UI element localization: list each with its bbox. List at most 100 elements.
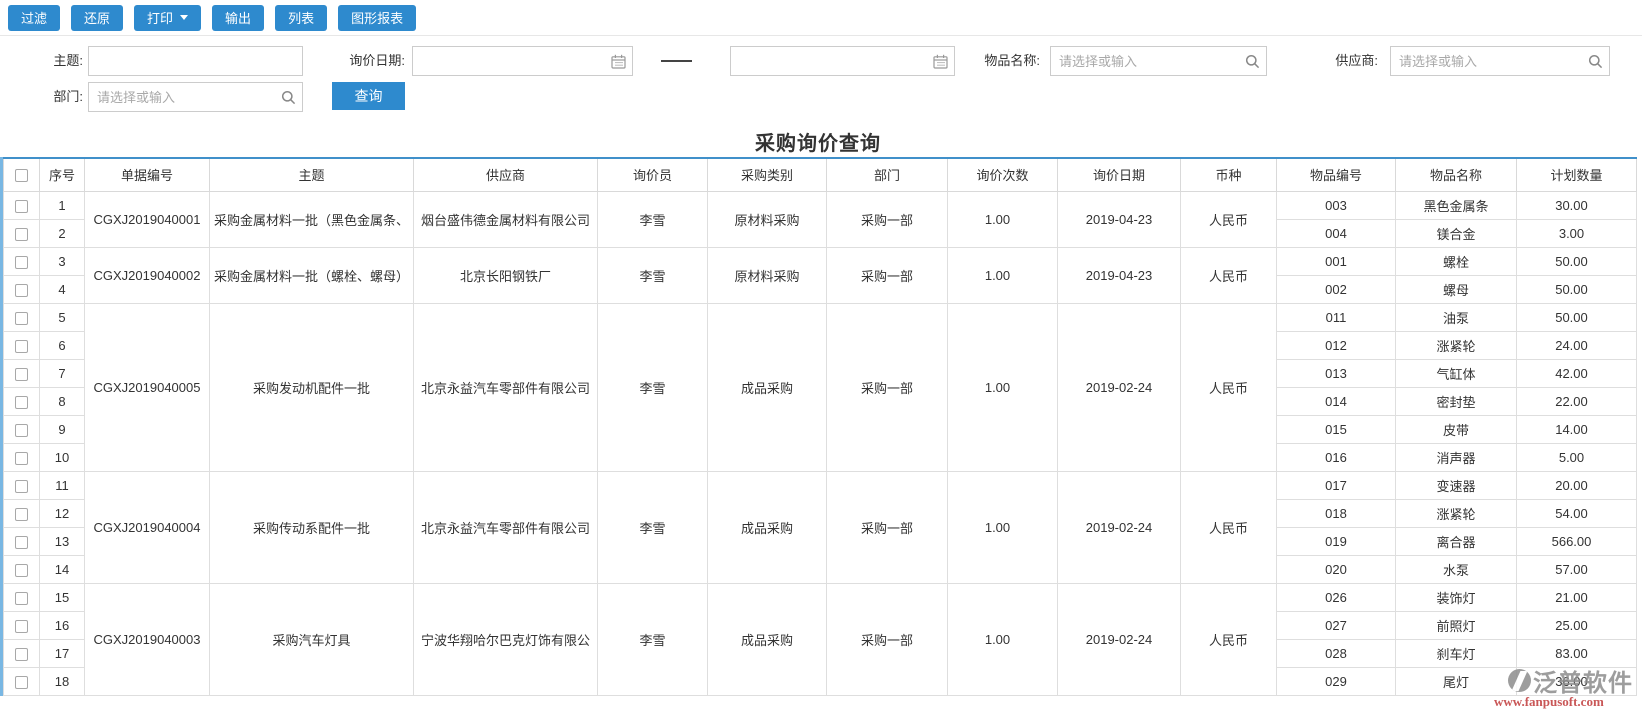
row-checkbox[interactable] — [15, 675, 28, 689]
cell-item-name[interactable]: 前照灯 — [1395, 610, 1517, 640]
cell-item-name[interactable]: 皮带 — [1395, 414, 1517, 444]
row-checkbox[interactable] — [15, 647, 28, 661]
restore-button[interactable]: 还原 — [71, 4, 124, 31]
row-select-cell — [3, 610, 40, 640]
cell-category: 成品采购 — [707, 302, 827, 472]
cell-item-code[interactable]: 013 — [1276, 358, 1396, 388]
cell-item-name[interactable]: 消声器 — [1395, 442, 1517, 472]
cell-item-name[interactable]: 变速器 — [1395, 470, 1517, 500]
cell-item-name[interactable]: 刹车灯 — [1395, 638, 1517, 668]
subject-input[interactable] — [88, 46, 303, 76]
cell-item-name[interactable]: 离合器 — [1395, 526, 1517, 556]
cell-subject[interactable]: 采购汽车灯具 — [209, 582, 414, 696]
row-checkbox[interactable] — [15, 479, 28, 493]
row-checkbox[interactable] — [15, 591, 28, 605]
column-header-subject: 主题 — [209, 157, 414, 192]
cell-item-code[interactable]: 012 — [1276, 330, 1396, 360]
cell-item-code[interactable]: 011 — [1276, 302, 1396, 332]
cell-item-code[interactable]: 001 — [1276, 246, 1396, 276]
row-checkbox[interactable] — [15, 199, 28, 213]
cell-doc-no[interactable]: CGXJ2019040002 — [84, 246, 210, 304]
cell-doc-no[interactable]: CGXJ2019040004 — [84, 470, 210, 584]
date-to-input[interactable] — [730, 46, 955, 76]
cell-item-code[interactable]: 026 — [1276, 582, 1396, 612]
row-checkbox[interactable] — [15, 563, 28, 577]
row-checkbox[interactable] — [15, 395, 28, 409]
cell-item-name[interactable]: 涨紧轮 — [1395, 498, 1517, 528]
cell-doc-no[interactable]: CGXJ2019040001 — [84, 190, 210, 248]
graph-report-button[interactable]: 图形报表 — [338, 4, 417, 31]
cell-item-name[interactable]: 黑色金属条 — [1395, 190, 1517, 220]
cell-item-name[interactable]: 密封垫 — [1395, 386, 1517, 416]
calendar-icon[interactable] — [611, 54, 626, 69]
search-icon[interactable] — [1588, 54, 1603, 69]
table-row: 11 CGXJ2019040004 采购传动系配件一批 北京永益汽车零部件有限公司 李雪… — [3, 470, 1637, 584]
cell-inquirer[interactable]: 李雪 — [597, 470, 708, 584]
cell-item-code[interactable]: 020 — [1276, 554, 1396, 584]
cell-item-name[interactable]: 涨紧轮 — [1395, 330, 1517, 360]
search-icon[interactable] — [281, 90, 296, 105]
cell-supplier[interactable]: 北京永益汽车零部件有限公司 — [413, 470, 598, 584]
search-button[interactable]: 查询 — [332, 82, 405, 110]
cell-department: 采购一部 — [826, 302, 948, 472]
select-all-checkbox[interactable] — [15, 169, 28, 183]
cell-item-name[interactable]: 螺母 — [1395, 274, 1517, 304]
cell-inquirer[interactable]: 李雪 — [597, 190, 708, 248]
cell-inquirer[interactable]: 李雪 — [597, 246, 708, 304]
cell-item-code[interactable]: 002 — [1276, 274, 1396, 304]
calendar-icon[interactable] — [933, 54, 948, 69]
cell-subject[interactable]: 采购金属材料一批（黑色金属条、 — [209, 190, 414, 248]
row-checkbox[interactable] — [15, 283, 28, 297]
row-checkbox[interactable] — [15, 535, 28, 549]
row-checkbox[interactable] — [15, 339, 28, 353]
cell-item-code[interactable]: 003 — [1276, 190, 1396, 220]
cell-item-code[interactable]: 017 — [1276, 470, 1396, 500]
row-checkbox[interactable] — [15, 423, 28, 437]
cell-seq: 4 — [39, 274, 85, 304]
cell-item-code[interactable]: 027 — [1276, 610, 1396, 640]
print-button[interactable]: 打印 — [134, 4, 202, 31]
export-button[interactable]: 输出 — [212, 4, 265, 31]
item-name-input[interactable] — [1050, 46, 1267, 76]
cell-doc-no[interactable]: CGXJ2019040003 — [84, 582, 210, 696]
cell-item-name[interactable]: 油泵 — [1395, 302, 1517, 332]
cell-item-name[interactable]: 气缸体 — [1395, 358, 1517, 388]
cell-item-code[interactable]: 029 — [1276, 666, 1396, 696]
cell-item-code[interactable]: 018 — [1276, 498, 1396, 528]
filter-button[interactable]: 过滤 — [8, 4, 61, 31]
row-checkbox[interactable] — [15, 507, 28, 521]
row-checkbox[interactable] — [15, 619, 28, 633]
search-icon[interactable] — [1245, 54, 1260, 69]
department-input[interactable] — [88, 82, 303, 112]
cell-item-name[interactable]: 镁合金 — [1395, 218, 1517, 248]
cell-item-name[interactable]: 螺栓 — [1395, 246, 1517, 276]
cell-item-code[interactable]: 016 — [1276, 442, 1396, 472]
row-checkbox[interactable] — [15, 227, 28, 241]
cell-item-code[interactable]: 019 — [1276, 526, 1396, 556]
cell-item-name[interactable]: 装饰灯 — [1395, 582, 1517, 612]
row-checkbox[interactable] — [15, 255, 28, 269]
row-checkbox[interactable] — [15, 451, 28, 465]
cell-supplier[interactable]: 烟台盛伟德金属材料有限公司 — [413, 190, 598, 248]
cell-subject[interactable]: 采购发动机配件一批 — [209, 302, 414, 472]
cell-inquirer[interactable]: 李雪 — [597, 302, 708, 472]
list-view-button[interactable]: 列表 — [275, 4, 328, 31]
cell-item-name[interactable]: 尾灯 — [1395, 666, 1517, 696]
row-checkbox[interactable] — [15, 311, 28, 325]
cell-item-code[interactable]: 014 — [1276, 386, 1396, 416]
row-checkbox[interactable] — [15, 367, 28, 381]
cell-inquirer[interactable]: 李雪 — [597, 582, 708, 696]
cell-supplier[interactable]: 北京长阳钢铁厂 — [413, 246, 598, 304]
cell-subject[interactable]: 采购金属材料一批（螺栓、螺母） — [209, 246, 414, 304]
cell-supplier[interactable]: 北京永益汽车零部件有限公司 — [413, 302, 598, 472]
cell-item-code[interactable]: 015 — [1276, 414, 1396, 444]
cell-supplier[interactable]: 宁波华翔哈尔巴克灯饰有限公 — [413, 582, 598, 696]
supplier-input[interactable] — [1390, 46, 1610, 76]
date-from-input[interactable] — [412, 46, 633, 76]
cell-item-code[interactable]: 004 — [1276, 218, 1396, 248]
cell-item-code[interactable]: 028 — [1276, 638, 1396, 668]
cell-subject[interactable]: 采购传动系配件一批 — [209, 470, 414, 584]
cell-doc-no[interactable]: CGXJ2019040005 — [84, 302, 210, 472]
cell-inquiry-count: 1.00 — [947, 246, 1058, 304]
cell-item-name[interactable]: 水泵 — [1395, 554, 1517, 584]
